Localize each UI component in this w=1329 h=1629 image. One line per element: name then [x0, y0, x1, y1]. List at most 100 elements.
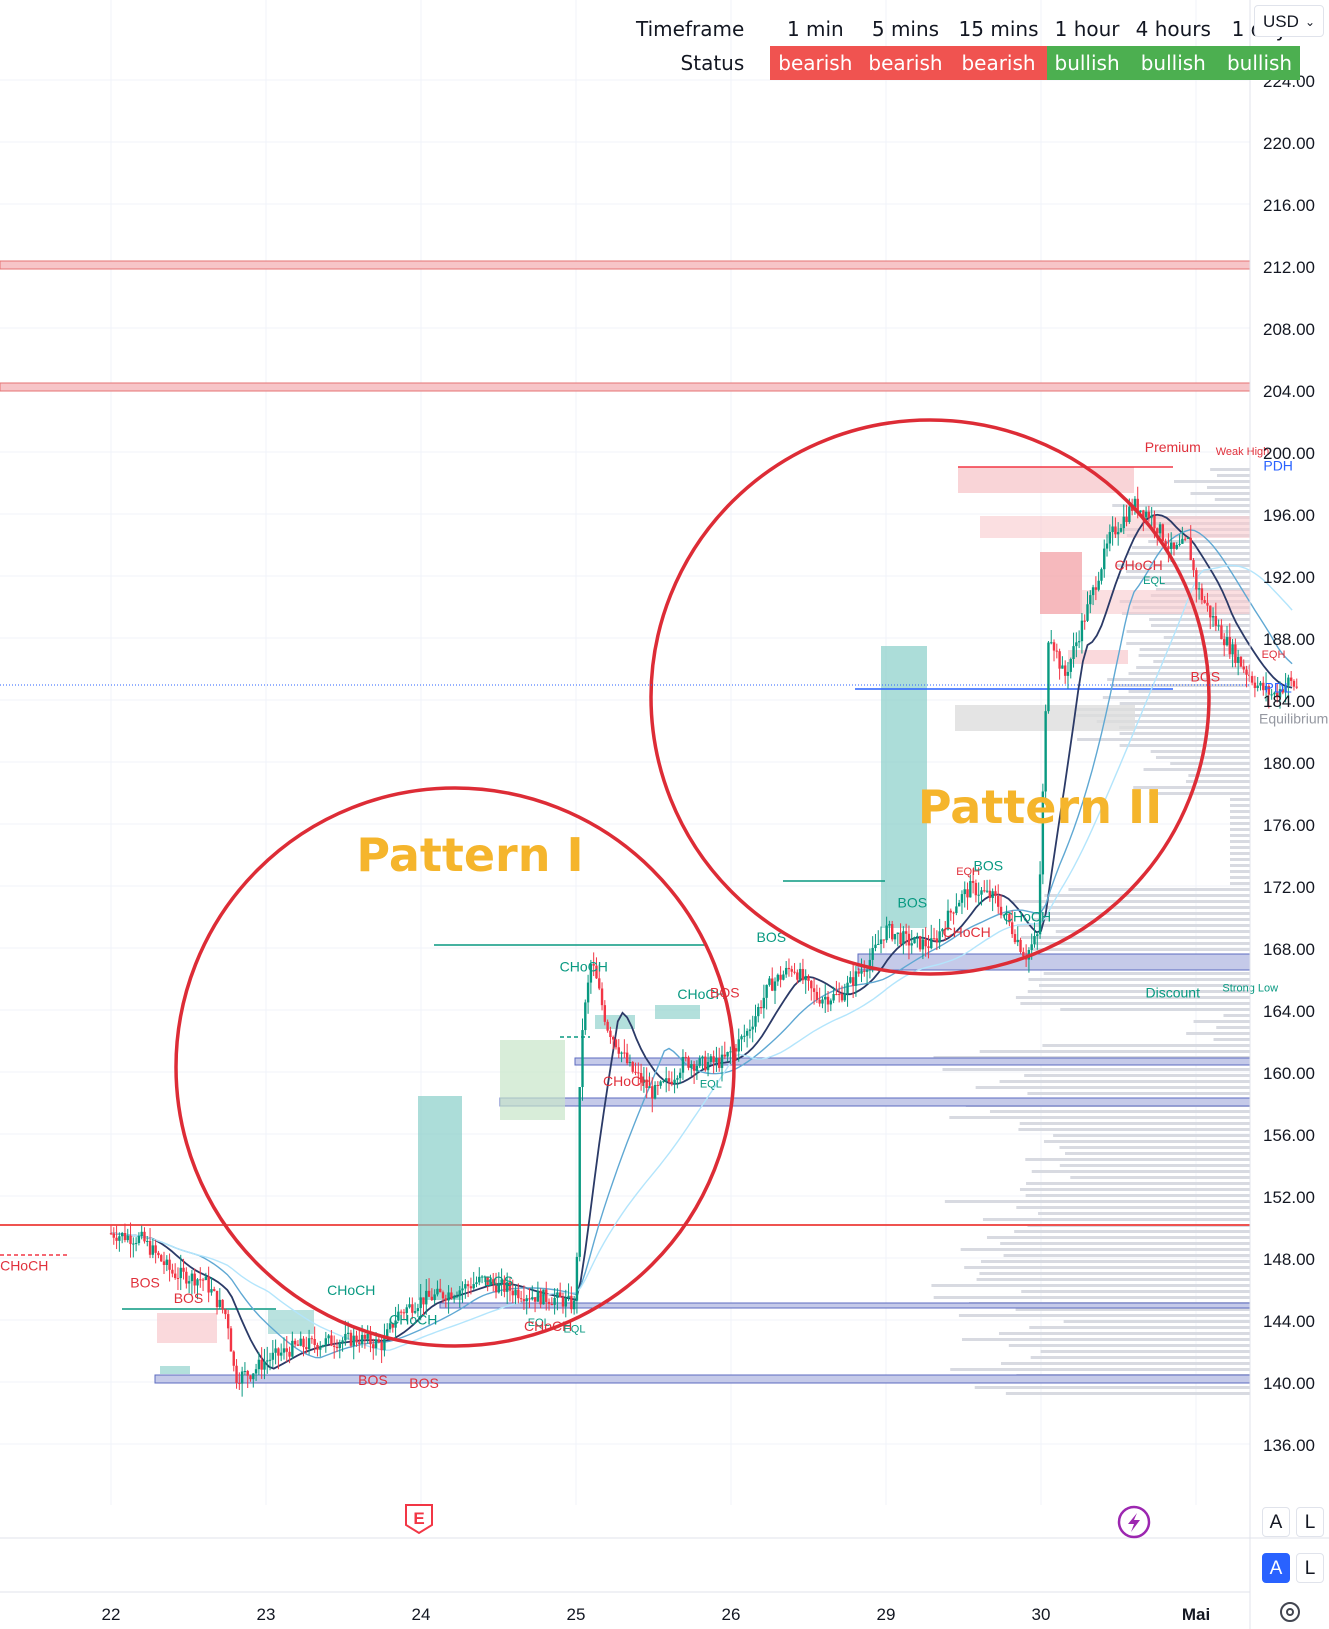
candle-body-290 [918, 936, 922, 950]
currency-select[interactable]: USD ⌄ [1254, 5, 1324, 37]
candle-body-55 [263, 1361, 266, 1370]
candle-body-99 [386, 1329, 389, 1337]
volume-profile-bar [1230, 876, 1250, 879]
candle-body-179 [609, 1030, 612, 1038]
candle-body-298 [941, 929, 944, 932]
candle-body-76 [321, 1345, 325, 1347]
candle-body-89 [358, 1342, 361, 1344]
y-tick-label-8: 192.00 [1263, 568, 1315, 587]
candle-body-71 [307, 1338, 311, 1350]
candle-body-216 [712, 1056, 715, 1063]
volume-profile-bar [1111, 684, 1250, 687]
swing-label-13: CHoCH [603, 1073, 651, 1089]
volume-profile-bar [1044, 894, 1250, 897]
candle-body-352 [1091, 587, 1095, 596]
candle-body-234 [762, 997, 766, 1009]
candle-body-337 [1050, 642, 1053, 644]
candle-body-424 [1292, 680, 1296, 687]
volume-profile-bar [1136, 666, 1250, 669]
candle-body-356 [1103, 548, 1106, 570]
price-axis[interactable]: 224.00220.00216.00212.00208.00204.00200.… [1263, 72, 1315, 1455]
candle-body-46 [238, 1382, 241, 1384]
candle-body-206 [684, 1056, 687, 1058]
volume-profile-bar [1025, 1194, 1250, 1197]
candle-body-401 [1228, 637, 1231, 655]
volume-profile-bar [1112, 504, 1250, 507]
candle-body-91 [363, 1334, 367, 1339]
x-tick-label-7: Mai [1182, 1605, 1210, 1624]
volume-profile-bar [1024, 1074, 1250, 1077]
candle-body-393 [1206, 602, 1209, 606]
candle-body-247 [798, 968, 802, 980]
candle-body-266 [851, 977, 855, 986]
candle-body-15 [151, 1245, 155, 1255]
x-tick-label-3: 25 [567, 1605, 586, 1624]
candle-body-230 [751, 1026, 754, 1030]
candle-body-27 [185, 1271, 188, 1284]
candle-body-376 [1158, 524, 1162, 534]
candle-body-168 [578, 1087, 581, 1257]
auto-scale-button[interactable]: A [1262, 1507, 1290, 1537]
candle-body-124 [455, 1296, 459, 1298]
candle-body-198 [662, 1081, 665, 1083]
pattern-title-1: Pattern I [356, 828, 583, 882]
candle-body-299 [944, 929, 947, 931]
volume-profile-bar [1031, 912, 1250, 915]
flash-icon[interactable] [1117, 1505, 1151, 1539]
candle-body-372 [1147, 511, 1151, 518]
candle-body-178 [606, 1021, 609, 1031]
candle-body-139 [497, 1282, 501, 1293]
candle-body-145 [514, 1289, 517, 1296]
candle-body-239 [776, 974, 780, 982]
candle-body-177 [603, 1005, 607, 1022]
candle-body-351 [1089, 595, 1092, 605]
pattern-ii-circle [649, 418, 1211, 976]
candle-body-137 [492, 1279, 495, 1284]
candle-body-83 [341, 1340, 344, 1343]
candle-body-382 [1175, 545, 1178, 549]
candle-body-419 [1278, 689, 1282, 698]
candle-body-390 [1197, 588, 1201, 590]
candle-body-406 [1242, 666, 1245, 670]
status-cell-2: bearish [860, 46, 951, 80]
candle-body-228 [745, 1030, 749, 1036]
swing-label-29: PDL [1265, 679, 1292, 695]
candle-body-374 [1153, 515, 1156, 529]
time-axis[interactable]: 22 23 24 25 26 29 30 Mai [102, 1605, 1211, 1624]
volume-profile-bar [1053, 1134, 1250, 1137]
candle-body-275 [877, 943, 880, 945]
candle-body-333 [1038, 874, 1042, 935]
settings-gear-icon[interactable] [1280, 1602, 1300, 1622]
candle-body-404 [1236, 656, 1240, 663]
auto-scale-button-active[interactable]: A [1262, 1553, 1290, 1583]
candle-body-257 [826, 996, 830, 1005]
volume-profile-bar [979, 1272, 1250, 1275]
log-scale-button-2[interactable]: L [1296, 1553, 1324, 1583]
swing-label-1: BOS [174, 1290, 204, 1306]
candle-body-88 [355, 1335, 358, 1343]
candle-body-35 [207, 1276, 210, 1293]
candle-body-176 [600, 988, 604, 1006]
candle-body-20 [165, 1259, 168, 1265]
status-cell-6: bullish [1218, 46, 1301, 80]
candle-body-394 [1209, 605, 1212, 618]
volume-profile-bar [1019, 1122, 1250, 1125]
candle-body-410 [1253, 682, 1257, 688]
candle-body-391 [1200, 588, 1204, 601]
candle-body-361 [1116, 531, 1120, 535]
volume-profile-bar [975, 1086, 1250, 1089]
earnings-e-icon[interactable]: E [405, 1504, 433, 1535]
volume-profile-bar [1043, 1140, 1250, 1143]
y-tick-label-2: 216.00 [1263, 196, 1315, 215]
candles [109, 486, 1298, 1397]
swing-label-17: BOS [898, 895, 928, 911]
log-scale-button[interactable]: L [1296, 1507, 1324, 1537]
swing-label-2: CHoCH [0, 1257, 48, 1273]
candle-body-396 [1214, 616, 1218, 626]
status-cell-3: bearish [950, 46, 1047, 80]
candle-body-148 [522, 1299, 526, 1302]
candle-body-341 [1061, 665, 1064, 669]
y-tick-label-15: 164.00 [1263, 1002, 1315, 1021]
volume-profile-bar [982, 1218, 1250, 1221]
